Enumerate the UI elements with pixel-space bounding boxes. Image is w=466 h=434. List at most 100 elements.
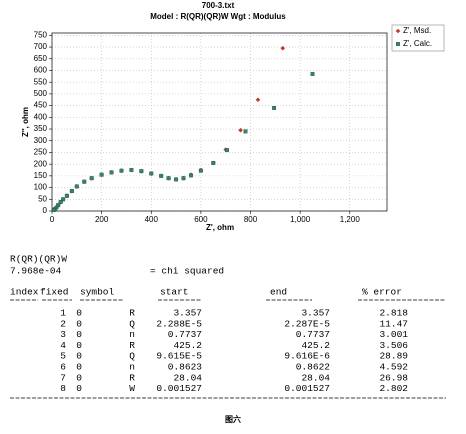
table-cell: 28.04 — [301, 372, 330, 383]
x-tick-label: 600 — [194, 215, 208, 224]
point — [181, 176, 186, 181]
point — [189, 173, 193, 178]
column-header: fixed — [40, 287, 69, 298]
table-cell: 0 — [76, 362, 82, 373]
y-axis-label: Z'', ohm — [21, 107, 30, 137]
point — [310, 72, 315, 76]
x-axis-label: Z', ohm — [206, 223, 234, 232]
table-cell: 3.506 — [379, 340, 408, 351]
table-cell: 0.001527 — [156, 383, 202, 394]
point — [243, 129, 248, 134]
table-cell: R — [129, 372, 135, 383]
y-tick-label: 150 — [34, 171, 48, 180]
table-cell: 0 — [76, 383, 82, 394]
point — [61, 197, 66, 202]
chi-label: = chi squared — [150, 266, 224, 277]
y-tick-label: 300 — [34, 136, 48, 145]
table-cell: 3.357 — [301, 308, 330, 319]
point — [82, 179, 87, 184]
table-cell: 6 — [60, 362, 66, 373]
y-tick-label: 550 — [34, 77, 48, 86]
table-cell: R — [129, 340, 135, 351]
column-header: symbol — [80, 287, 115, 298]
point — [58, 200, 63, 205]
table-cell: 0 — [76, 329, 82, 340]
point — [224, 148, 229, 153]
y-tick-label: 500 — [34, 89, 48, 98]
table-cell: 28.04 — [173, 372, 202, 383]
y-tick-label: 50 — [38, 194, 47, 203]
point — [166, 176, 171, 181]
table-cell: 3 — [60, 329, 66, 340]
table-cell: 2.288E-5 — [156, 318, 202, 329]
table-cell: 0.7737 — [168, 329, 202, 340]
table-cell: Q — [129, 351, 135, 362]
table-cell: R — [129, 308, 135, 319]
point — [89, 176, 94, 181]
column-header: % error — [362, 287, 402, 298]
table-cell: 4.592 — [379, 362, 408, 373]
table-cell: 5 — [60, 351, 66, 362]
table-cell: 0 — [76, 308, 82, 319]
x-tick-label: 1,000 — [290, 215, 311, 224]
point — [69, 189, 74, 194]
y-tick-label: 650 — [34, 54, 48, 63]
point — [159, 173, 164, 178]
point — [272, 105, 277, 110]
table-cell: 0 — [76, 351, 82, 362]
y-tick-label: 100 — [34, 183, 48, 192]
table-cell: n — [129, 329, 135, 340]
table-cell: 3.001 — [379, 329, 408, 340]
point — [238, 127, 243, 133]
point — [149, 171, 154, 176]
chi-value: 7.968e-04 — [10, 266, 62, 277]
table-cell: 2.287E-5 — [284, 318, 330, 329]
table-cell: 28.89 — [379, 351, 408, 362]
table-cell: 425.2 — [301, 340, 330, 351]
legend-label: Z', Msd. — [403, 26, 431, 35]
table-cell: 2 — [60, 318, 66, 329]
legend-marker — [395, 28, 401, 34]
caption: 图六 — [225, 414, 241, 424]
table-cell: Q — [129, 318, 135, 329]
table-cell: W — [129, 383, 135, 394]
table-cell: 2.818 — [379, 308, 408, 319]
point — [119, 168, 124, 173]
table-cell: 9.616E-6 — [284, 351, 330, 362]
table-cell: 26.98 — [379, 372, 408, 383]
model-text: R(QR)(QR)W — [10, 254, 67, 265]
plot: 0 50 100 150 200 250 300 350 400 450 500 550 600 650 7… — [34, 26, 432, 224]
point — [99, 172, 104, 177]
table-cell: 0 — [76, 340, 82, 351]
plot-frame — [51, 32, 388, 212]
legend-box — [391, 24, 445, 52]
y-tick-label: 700 — [34, 42, 48, 51]
table-cell: 0 — [76, 372, 82, 383]
table-cell: 0.8623 — [168, 362, 203, 373]
column-header: start — [160, 287, 189, 298]
chart-title: 700-3.txt — [202, 1, 235, 10]
table-cell: n — [129, 362, 135, 373]
point — [52, 208, 56, 213]
x-tick-label: 0 — [50, 215, 55, 224]
chart-subtitle: Model : R(QR)(QR)W Wgt : Modulus — [150, 12, 286, 21]
x-tick-label: 400 — [145, 215, 159, 224]
point — [74, 184, 79, 189]
y-tick-label: 400 — [34, 112, 48, 121]
report: R(QR)(QR)W7.968e-04 = chi squared index fix… — [10, 254, 446, 399]
table-cell: 2.802 — [379, 383, 408, 394]
column-header: end — [270, 287, 287, 298]
y-tick-label: 450 — [34, 101, 48, 110]
table-cell: 9.615E-5 — [156, 351, 202, 362]
point — [109, 170, 114, 175]
legend-label: Z', Calc. — [403, 39, 432, 48]
x-tick-label: 200 — [95, 215, 109, 224]
column-header: index — [10, 287, 39, 298]
y-tick-label: 600 — [34, 66, 48, 75]
table-cell: 1 — [60, 308, 66, 319]
table-cell: 0.8622 — [296, 362, 331, 373]
table-cell: 8 — [60, 383, 66, 394]
y-tick-label: 350 — [34, 124, 48, 133]
